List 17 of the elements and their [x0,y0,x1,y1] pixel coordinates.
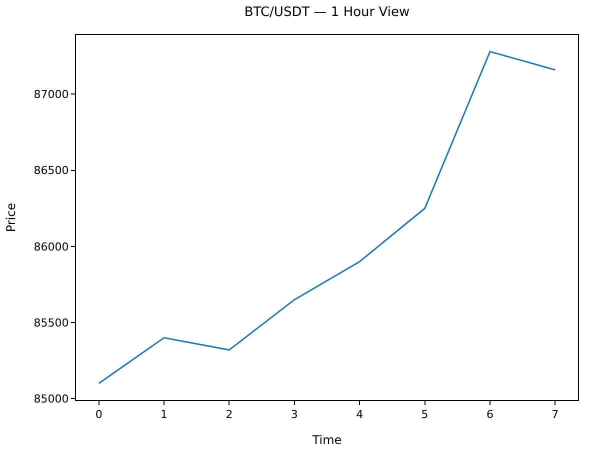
y-axis-title: Price [4,202,18,232]
x-tick-label: 1 [160,408,168,422]
x-tick-label: 6 [486,408,494,422]
line-series [98,50,556,384]
chart-title: BTC/USDT — 1 Hour View [244,4,410,20]
x-tick-label: 5 [421,408,428,422]
x-tick-label: 3 [290,408,298,422]
y-tick-label: 86500 [34,164,69,178]
y-tick-label: 87000 [34,88,69,102]
y-tick-label: 86000 [34,240,69,254]
x-axis-title: Time [311,433,342,448]
x-tick-label: 0 [95,408,102,422]
y-tick-label: 85000 [34,392,69,406]
y-tick-label: 85500 [34,316,69,330]
x-tick-label: 7 [552,408,559,422]
x-tick-label: 2 [226,408,233,422]
x-tick-label: 4 [356,408,364,422]
